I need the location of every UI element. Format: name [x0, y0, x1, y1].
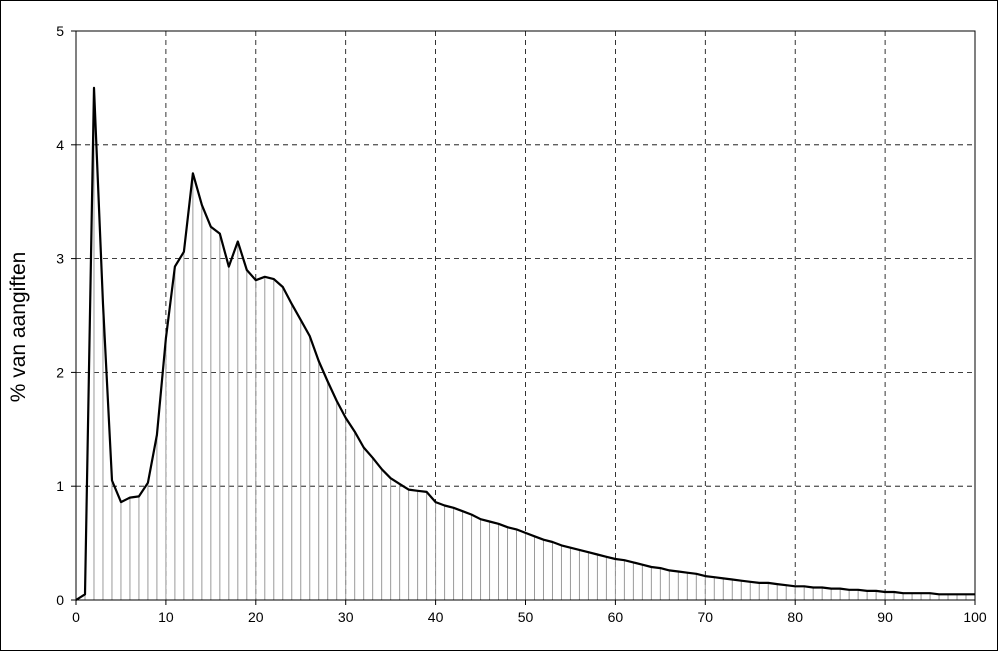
series-line-layer [75, 86, 975, 601]
x-tick-label: 90 [877, 609, 893, 625]
y-tick-label: 0 [56, 592, 64, 608]
y-tick-label: 5 [56, 23, 64, 39]
x-tick-label: 10 [158, 609, 174, 625]
y-tick-label: 1 [56, 478, 64, 494]
x-tick-label: 60 [608, 609, 624, 625]
x-tick-label: 0 [72, 609, 80, 625]
x-tick-label: 70 [698, 609, 714, 625]
y-axis-label: % van aangiften [7, 252, 30, 403]
x-tick-label: 100 [963, 609, 987, 625]
y-tick-label: 4 [56, 137, 64, 153]
x-tick-label: 20 [248, 609, 264, 625]
grid [76, 31, 975, 600]
x-tick-label: 50 [518, 609, 534, 625]
area-fill [84, 87, 976, 600]
x-tick-label: 80 [787, 609, 803, 625]
y-tick-label: 2 [56, 364, 64, 380]
x-tick-label: 30 [338, 609, 354, 625]
axis-ticks: 0 10 20 30 40 50 60 70 80 90 100 0 1 2 3 4 5 [56, 23, 987, 625]
x-tick-label: 40 [428, 609, 444, 625]
y-tick-label: 3 [56, 251, 64, 267]
series-line-0 [75, 86, 975, 601]
